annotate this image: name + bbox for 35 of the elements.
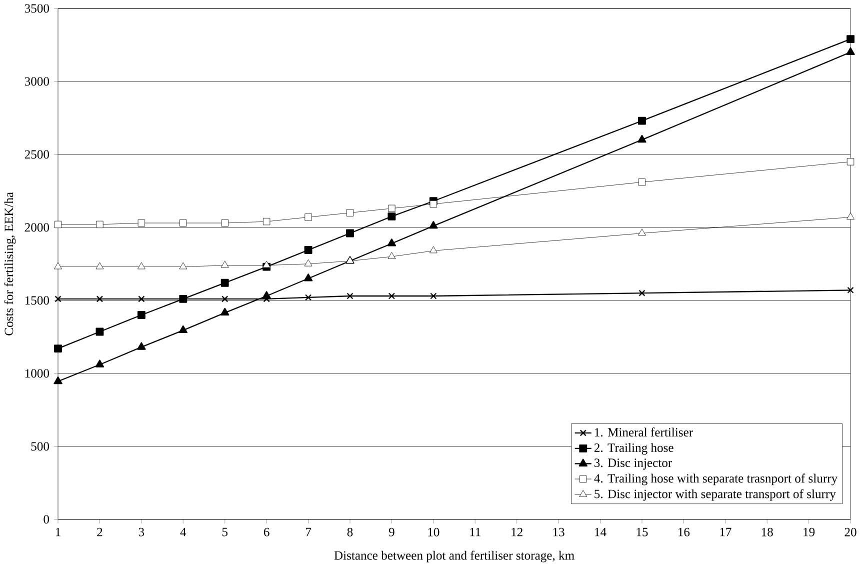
x-tick-label: 13: [553, 528, 564, 536]
x-tick-label: 1: [56, 528, 60, 536]
y-tick-label: 1500: [25, 296, 50, 304]
x-tick-label: 19: [804, 528, 815, 536]
x-tick-label: 18: [762, 528, 773, 536]
x-tick-label: 17: [720, 528, 732, 536]
x-tick-label: 12: [512, 528, 522, 536]
x-tick-label: 9: [388, 528, 394, 536]
y-tick-label: 2000: [24, 222, 50, 232]
x-tick-label: 15: [636, 528, 648, 536]
legend-label: 4. Trailing hose with separate trasnport of slurry: [594, 473, 838, 485]
x-tick-label: 11: [470, 528, 480, 536]
x-tick-label: 7: [306, 528, 312, 536]
y-tick-label: 3000: [24, 76, 50, 86]
x-tick-label: 4: [180, 528, 186, 536]
x-tick-label: 14: [595, 528, 606, 536]
y-axis-title: Costs for fertilising, EEK/ha: [4, 192, 16, 336]
x-tick-label: 16: [678, 528, 690, 536]
x-tick-label: 5: [222, 528, 228, 536]
legend-label: 1. Mineral fertiliser: [595, 427, 693, 436]
x-axis-title: Distance between plot and fertiliser storage, km: [334, 550, 574, 562]
x-tick-label: 6: [264, 528, 270, 536]
x-tick-label: 8: [347, 528, 353, 536]
y-tick-label: 3500: [24, 4, 50, 12]
x-tick-label: 10: [428, 528, 440, 536]
x-tick-label: 20: [844, 528, 856, 536]
y-tick-label: 500: [31, 442, 50, 450]
y-tick-label: 0: [44, 514, 50, 524]
legend-label: 3. Disc injector: [594, 458, 672, 470]
x-tick-label: 3: [138, 528, 144, 536]
y-tick-label: 2500: [24, 150, 50, 158]
legend-label: 5. Disc injector with separate transport of slurry: [594, 488, 836, 501]
x-tick-label: 2: [97, 528, 102, 536]
legend-label: 2. Trailing hose: [594, 442, 674, 454]
y-tick-label: 1000: [25, 368, 50, 378]
